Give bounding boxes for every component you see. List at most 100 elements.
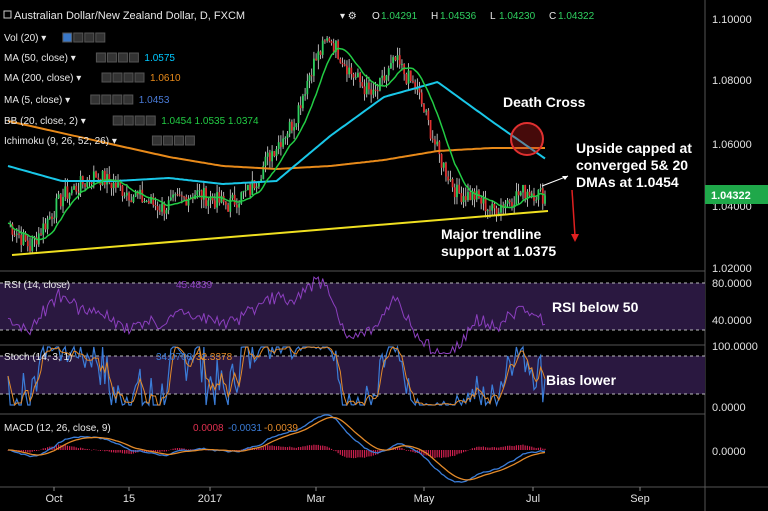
- candle-body: [216, 192, 218, 208]
- candle-body: [368, 82, 370, 90]
- gear-icon[interactable]: [101, 94, 112, 105]
- stoch-note: Bias lower: [546, 372, 617, 388]
- macd-bar: [399, 447, 401, 450]
- indicator-label: MA (50, close) ▾: [4, 53, 76, 64]
- candle-body: [220, 195, 223, 203]
- macd-bar: [539, 447, 542, 450]
- macd-bar: [405, 450, 407, 451]
- macd-bar: [55, 445, 58, 450]
- close-icon[interactable]: [95, 32, 106, 43]
- plus-icon[interactable]: [173, 135, 184, 146]
- candle-body: [313, 58, 315, 76]
- collapse-icon[interactable]: [3, 10, 12, 19]
- candle-body: [253, 180, 256, 189]
- macd-bar: [22, 450, 25, 452]
- candle-body: [79, 176, 82, 193]
- macd-bar: [471, 448, 473, 450]
- candle-body: [405, 74, 408, 84]
- macd-bar: [47, 447, 49, 450]
- eye-icon[interactable]: [101, 72, 112, 83]
- candle-body: [84, 184, 86, 187]
- candle-body: [319, 51, 322, 55]
- macd-bar: [423, 450, 425, 456]
- gear-icon[interactable]: [123, 115, 134, 126]
- candle-body: [68, 193, 71, 199]
- plus-icon[interactable]: [134, 115, 145, 126]
- candle-body: [506, 200, 509, 204]
- gear-icon[interactable]: [162, 135, 173, 146]
- macd-bar: [27, 450, 29, 453]
- candle-body: [343, 64, 346, 66]
- pointer-arrowhead: [562, 176, 568, 180]
- candle-body: [202, 187, 205, 200]
- candle-body: [31, 238, 34, 251]
- candle-body: [77, 191, 80, 193]
- eye-icon[interactable]: [95, 52, 106, 63]
- macd-bar: [77, 448, 80, 450]
- candle-body: [255, 186, 258, 189]
- close-icon[interactable]: [184, 135, 195, 146]
- trendline-label1: Major trendline: [441, 226, 542, 242]
- macd-bar: [313, 444, 315, 450]
- candle-body: [324, 40, 326, 42]
- candle-body: [117, 182, 119, 188]
- candle-body: [235, 204, 238, 208]
- macd-bar: [328, 447, 330, 450]
- macd-bar: [504, 446, 506, 450]
- eye-icon[interactable]: [151, 135, 162, 146]
- candle-body: [275, 148, 278, 157]
- macd-bar: [304, 446, 306, 450]
- eye-icon[interactable]: [62, 32, 73, 43]
- close-icon[interactable]: [128, 52, 139, 63]
- candle-body: [374, 89, 377, 91]
- candle-body: [132, 196, 135, 203]
- ohlc-key: O: [372, 11, 380, 22]
- candle-body: [57, 194, 60, 199]
- macd-bar: [66, 445, 69, 450]
- title-dropdown-icon[interactable]: ▾ ⚙: [340, 11, 357, 22]
- candle-body: [268, 152, 271, 162]
- candle-body: [330, 41, 333, 44]
- candle-body: [379, 77, 381, 91]
- plus-icon[interactable]: [84, 32, 95, 43]
- macd-bar: [273, 446, 275, 450]
- x-tick-label: May: [414, 493, 435, 505]
- macd-bar: [104, 450, 106, 452]
- candle-body: [169, 197, 172, 201]
- close-icon[interactable]: [134, 72, 145, 83]
- eye-icon[interactable]: [112, 115, 123, 126]
- plus-icon[interactable]: [117, 52, 128, 63]
- macd-bar: [542, 448, 544, 450]
- candle-body: [273, 151, 276, 157]
- candle-body: [352, 74, 355, 78]
- gear-icon[interactable]: [106, 52, 117, 63]
- close-icon[interactable]: [145, 115, 156, 126]
- plus-icon[interactable]: [123, 72, 134, 83]
- macd-bar: [370, 450, 372, 457]
- macd-bar: [377, 450, 379, 455]
- macd-bar: [368, 450, 370, 457]
- macd-bar: [181, 448, 183, 450]
- macd-bar: [165, 450, 168, 452]
- candle-body: [297, 105, 300, 124]
- macd-bar: [121, 450, 124, 454]
- macd-bar: [150, 450, 152, 452]
- candle-body: [513, 204, 516, 207]
- candle-body: [40, 233, 42, 235]
- macd-bar: [179, 448, 181, 450]
- candle-body: [447, 176, 450, 181]
- candle-body: [519, 192, 522, 196]
- gear-icon[interactable]: [73, 32, 84, 43]
- macd-bar: [458, 450, 460, 454]
- macd-bar: [284, 446, 286, 450]
- macd-bar: [82, 448, 84, 450]
- plus-icon[interactable]: [112, 94, 123, 105]
- candle-body: [101, 170, 104, 185]
- candle-body: [92, 171, 95, 185]
- candle-body: [136, 192, 139, 195]
- gear-icon[interactable]: [112, 72, 123, 83]
- candle-body: [260, 179, 262, 182]
- candle-body: [440, 154, 443, 168]
- eye-icon[interactable]: [90, 94, 101, 105]
- close-icon[interactable]: [123, 94, 134, 105]
